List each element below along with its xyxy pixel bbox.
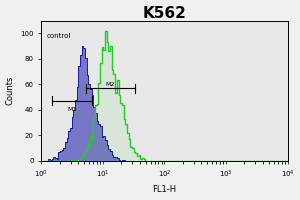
Text: M2: M2	[106, 82, 115, 87]
Y-axis label: Counts: Counts	[6, 76, 15, 105]
X-axis label: FL1-H: FL1-H	[152, 185, 176, 194]
Text: control: control	[46, 33, 70, 39]
Title: K562: K562	[142, 6, 186, 21]
Text: M1: M1	[68, 107, 77, 112]
